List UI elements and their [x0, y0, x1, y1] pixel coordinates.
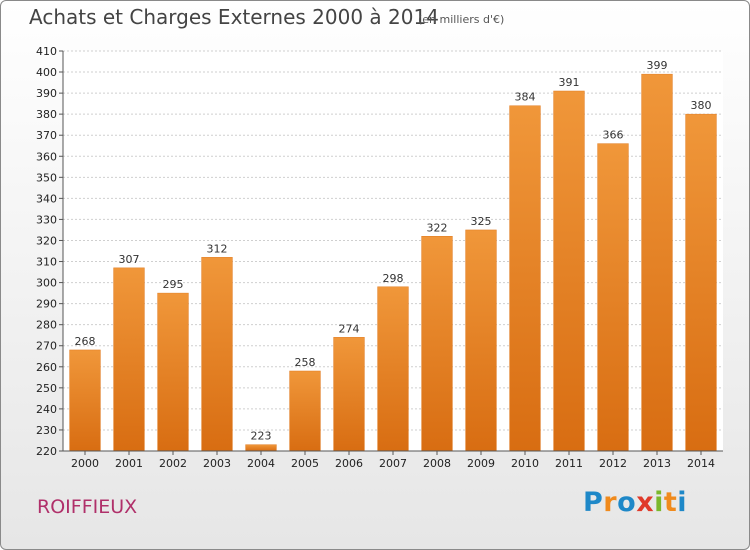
value-label-2007: 298 [383, 272, 404, 285]
bar-2014 [685, 113, 717, 452]
logo-letter: x [636, 487, 655, 518]
logo-letter: P [583, 487, 604, 518]
x-tick-label-2008: 2008 [423, 457, 451, 470]
chart-title: Achats et Charges Externes 2000 à 2014 [29, 5, 439, 29]
bar-2012 [597, 143, 629, 452]
bar-2011 [553, 90, 585, 452]
y-tick-label: 370 [36, 129, 57, 142]
commune-name: ROIFFIEUX [37, 496, 138, 518]
bar-2001 [113, 267, 145, 452]
value-label-2002: 295 [163, 278, 184, 291]
x-tick-label-2010: 2010 [511, 457, 539, 470]
value-label-2010: 384 [515, 91, 536, 104]
value-label-2008: 322 [427, 221, 448, 234]
x-tick-label-2014: 2014 [687, 457, 715, 470]
value-label-2000: 268 [75, 335, 96, 348]
y-tick-label: 260 [36, 361, 57, 374]
value-label-2012: 366 [603, 129, 624, 142]
logo-letter: o [617, 487, 637, 518]
bar-2003 [201, 257, 233, 452]
y-tick-label: 360 [36, 150, 57, 163]
y-tick-label: 350 [36, 171, 57, 184]
bar-2005 [289, 370, 321, 452]
bar-2002 [157, 292, 189, 452]
y-tick-label: 400 [36, 66, 57, 79]
bar-2013 [641, 73, 673, 452]
value-label-2006: 274 [339, 322, 360, 335]
logo-letter: i [677, 487, 688, 518]
value-label-2001: 307 [119, 253, 140, 266]
value-label-2009: 325 [471, 215, 492, 228]
y-tick-label: 220 [36, 445, 57, 458]
y-tick-label: 250 [36, 382, 57, 395]
x-tick-label-2012: 2012 [599, 457, 627, 470]
x-tick-label-2000: 2000 [71, 457, 99, 470]
x-tick-label-2004: 2004 [247, 457, 275, 470]
bar-2010 [509, 105, 541, 452]
logo-letter: t [663, 487, 678, 518]
y-tick-label: 280 [36, 319, 57, 332]
x-tick-label-2006: 2006 [335, 457, 363, 470]
y-tick-label: 290 [36, 298, 57, 311]
y-tick-label: 380 [36, 108, 57, 121]
bar-2004 [245, 444, 277, 452]
y-tick-label: 340 [36, 192, 57, 205]
x-tick-label-2005: 2005 [291, 457, 319, 470]
y-tick-label: 300 [36, 277, 57, 290]
x-tick-label-2003: 2003 [203, 457, 231, 470]
value-label-2003: 312 [207, 242, 228, 255]
value-label-2011: 391 [559, 76, 580, 89]
x-axis: 2000 2001 2002 2003 2004 2005 2006 2007 2008 2009… [63, 450, 723, 470]
x-tick-label-2002: 2002 [159, 457, 187, 470]
chart-subtitle: (en milliers d'€) [418, 13, 505, 26]
x-tick-label-2007: 2007 [379, 457, 407, 470]
value-label-2014: 380 [691, 99, 712, 112]
logo-letter: r [603, 487, 618, 518]
bar-2006 [333, 337, 365, 452]
y-tick-label: 310 [36, 256, 57, 269]
bar-2008 [421, 236, 453, 452]
y-axis: 220 230 240 250 260 270 280 290 300 310 320 330 340 3… [36, 45, 64, 458]
y-tick-label: 230 [36, 424, 57, 437]
x-tick-label-2011: 2011 [555, 457, 583, 470]
proxiti-logo: Proxiti [583, 487, 687, 518]
y-tick-label: 390 [36, 87, 57, 100]
y-tick-label: 410 [36, 45, 57, 58]
bars-group: 268 307 295 312 223 258 274 298 322 325 384 391 366 3… [69, 59, 717, 452]
bar-2007 [377, 286, 409, 452]
value-label-2005: 258 [295, 356, 316, 369]
x-tick-label-2001: 2001 [115, 457, 143, 470]
x-tick-label-2013: 2013 [643, 457, 671, 470]
bar-2000 [69, 349, 101, 452]
x-tick-label-2009: 2009 [467, 457, 495, 470]
value-label-2013: 399 [647, 59, 668, 72]
y-tick-label: 240 [36, 403, 57, 416]
y-tick-label: 330 [36, 213, 57, 226]
value-label-2004: 223 [251, 430, 272, 443]
y-tick-label: 320 [36, 234, 57, 247]
logo-letter: i [654, 487, 664, 518]
bar-2009 [465, 229, 497, 452]
y-tick-label: 270 [36, 340, 57, 353]
